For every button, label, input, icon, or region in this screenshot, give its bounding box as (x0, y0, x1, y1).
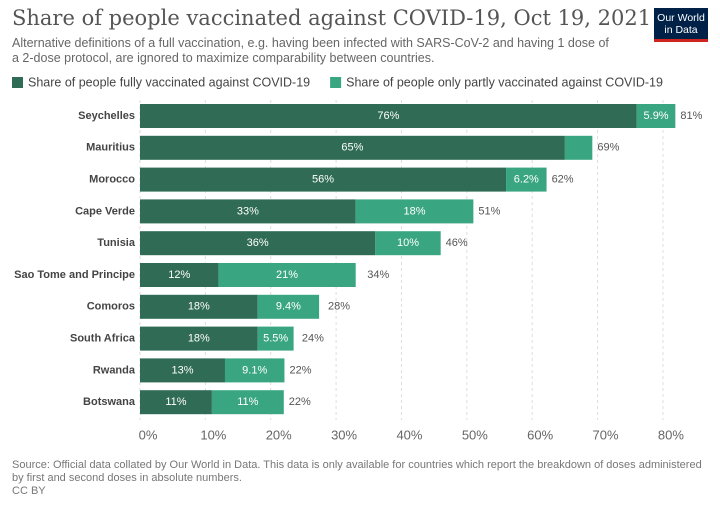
bar-segment (140, 231, 376, 256)
y-tick-label: Mauritius (86, 142, 135, 154)
total-label: 28% (328, 301, 350, 313)
total-label: 69% (597, 142, 619, 154)
total-label: 81% (680, 110, 702, 122)
bar-segment (257, 294, 320, 319)
value-label: 21% (276, 269, 298, 281)
logo[interactable]: Our World in Data (654, 8, 708, 42)
chart: Share of people fully vaccinated against… (12, 75, 703, 442)
bar-segment (636, 104, 676, 128)
value-label: 36% (247, 237, 269, 249)
x-tick-label: 10% (200, 427, 226, 442)
value-label: 18% (404, 205, 426, 217)
value-label: 9.4% (276, 301, 301, 313)
y-tick-label: Botswana (83, 396, 136, 408)
total-label: 34% (367, 269, 389, 281)
x-tick-label: 60% (527, 427, 553, 442)
total-label: 22% (289, 364, 311, 376)
total-label: 46% (446, 237, 468, 249)
legend-swatch (330, 77, 342, 88)
bar-segment (140, 135, 565, 160)
bar-segment (257, 326, 294, 351)
bar-segment (140, 390, 212, 415)
y-tick-label: Morocco (89, 174, 135, 186)
bar-segment (224, 358, 285, 383)
bar-segment (355, 199, 474, 224)
value-label: 12% (168, 269, 190, 281)
value-label: 10% (397, 237, 419, 249)
total-label: 51% (478, 205, 500, 217)
bar-segment (140, 199, 356, 224)
value-label: 11% (237, 396, 258, 408)
bar-segment (564, 135, 593, 160)
bar-segment (506, 167, 547, 192)
value-label: 5.5% (263, 333, 288, 345)
chart-title: Share of people vaccinated against COVID… (12, 6, 652, 30)
x-tick-label: 50% (462, 427, 488, 442)
value-label: 33% (237, 205, 259, 217)
value-label: 18% (188, 333, 210, 345)
y-tick-label: Comoros (87, 301, 135, 313)
value-label: 56% (312, 174, 334, 186)
value-label: 6.2% (514, 174, 539, 186)
value-label: 11% (165, 396, 186, 408)
bar-segment (218, 263, 356, 287)
legend-label: Share of people fully vaccinated against… (28, 75, 310, 89)
total-label: 24% (302, 333, 324, 345)
bar-segment (211, 390, 284, 415)
value-label: 18% (188, 301, 210, 313)
value-label: 76% (377, 110, 399, 122)
legend-label: Share of people only partly vaccinated a… (346, 75, 663, 89)
y-tick-label: Cape Verde (75, 205, 135, 217)
y-tick-label: Sao Tome and Principe (14, 269, 135, 281)
x-tick-label: 80% (658, 427, 684, 442)
bar-segment (140, 167, 507, 192)
x-tick-label: 0% (139, 427, 158, 442)
license: CC BY (12, 485, 46, 497)
legend-swatch (12, 77, 23, 88)
source-note: Source: Official data collated by Our Wo… (12, 459, 702, 484)
total-label: 22% (289, 396, 311, 408)
total-label: 62% (552, 174, 574, 186)
bar-segment (140, 104, 637, 128)
y-tick-label: South Africa (70, 333, 136, 345)
x-tick-label: 40% (396, 427, 422, 442)
bar-segment (140, 294, 258, 319)
bar-segment (375, 231, 441, 256)
bar-segment (140, 326, 258, 351)
x-tick-label: 20% (266, 427, 292, 442)
value-label: 5.9% (644, 110, 669, 122)
bar-segment (140, 358, 225, 383)
chart-subtitle: Alternative definitions of a full vaccin… (12, 36, 609, 65)
value-label: 65% (341, 142, 363, 154)
value-label: 9.1% (242, 364, 267, 376)
bar-segment (140, 263, 219, 287)
y-tick-label: Seychelles (78, 110, 135, 122)
y-tick-label: Rwanda (93, 364, 136, 376)
value-label: 13% (171, 364, 193, 376)
x-tick-label: 30% (331, 427, 357, 442)
x-tick-label: 70% (593, 427, 619, 442)
y-tick-label: Tunisia (97, 237, 136, 249)
